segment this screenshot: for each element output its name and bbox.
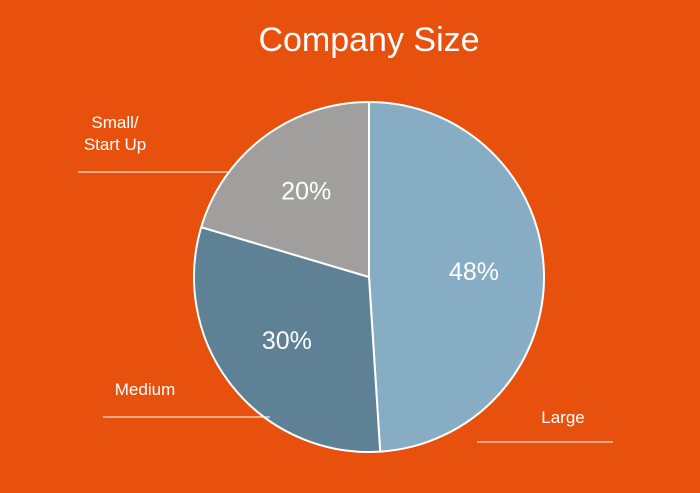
pie-slice: [368, 100, 545, 453]
pie-slice: [193, 225, 382, 453]
category-label: Large: [541, 408, 585, 427]
category-label: Small/ Start Up: [83, 113, 147, 154]
value-label: 30%: [262, 327, 312, 355]
value-label: 48%: [449, 258, 499, 286]
pie-slice: [199, 100, 370, 279]
chart-title: Company Size: [258, 21, 479, 59]
category-label: Medium: [114, 380, 176, 399]
value-label: 20%: [281, 177, 331, 205]
